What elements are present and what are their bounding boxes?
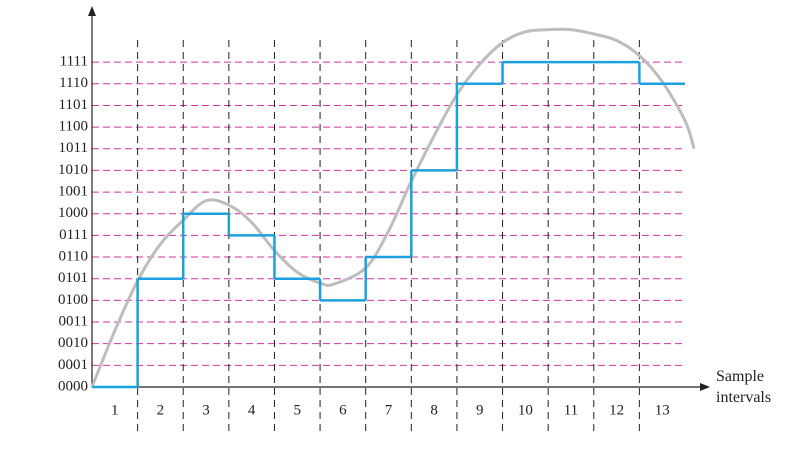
y-axis-arrow (88, 6, 96, 16)
y-tick-label: 0000 (58, 378, 88, 394)
y-tick-label: 1011 (59, 140, 88, 156)
y-tick-label: 0110 (59, 248, 88, 264)
x-tick-label: 9 (476, 402, 484, 418)
y-tick-label: 0011 (59, 313, 88, 329)
y-tick-label: 1000 (58, 205, 88, 221)
y-tick-label: 0100 (58, 292, 88, 308)
analog-curve (90, 27, 696, 388)
x-tick-label: 13 (655, 402, 670, 418)
x-tick-label: 10 (518, 402, 533, 418)
y-tick-label: 1100 (59, 119, 88, 135)
y-tick-label: 0010 (58, 335, 88, 351)
x-tick-label: 4 (248, 402, 256, 418)
y-tick-label: 0111 (59, 227, 88, 243)
x-tick-label: 6 (339, 402, 347, 418)
y-tick-label: 0101 (58, 270, 88, 286)
x-tick-label: 11 (564, 402, 578, 418)
x-tick-label: 5 (294, 402, 302, 418)
x-tick-label: 1 (111, 402, 119, 418)
x-axis-arrow (700, 383, 710, 391)
y-tick-label: 1010 (58, 162, 88, 178)
y-tick-label: 0001 (58, 357, 88, 373)
y-tick-label: 1001 (58, 184, 88, 200)
y-tick-label: 1111 (60, 54, 88, 70)
x-tick-label: 2 (157, 402, 165, 418)
x-tick-label: 3 (202, 402, 210, 418)
y-tick-label: 1101 (59, 97, 88, 113)
x-axis-label: Sample intervals (716, 368, 772, 406)
y-tick-label: 1110 (59, 75, 88, 91)
x-tick-label: 7 (385, 402, 393, 418)
x-tick-label: 8 (430, 402, 438, 418)
x-tick-label: 12 (609, 402, 624, 418)
